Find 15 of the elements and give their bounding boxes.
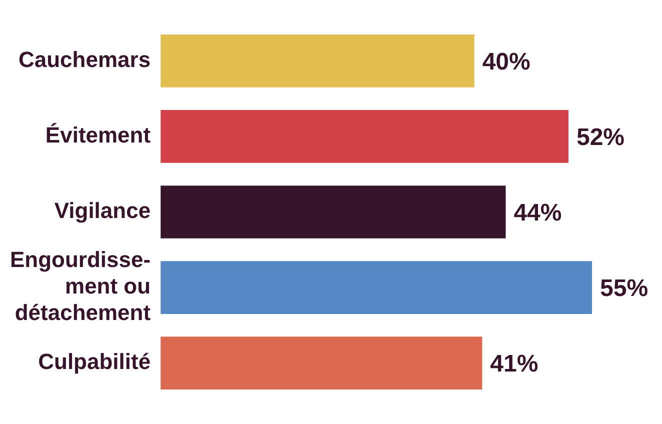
y-tick-label: Cauchemars — [18, 47, 151, 72]
y-tick-label: Vigilance — [54, 198, 151, 224]
y-tick-label: Engourdisse- ment ou détachement — [10, 247, 152, 325]
data-label: 44% — [514, 200, 562, 227]
data-label: 40% — [482, 48, 530, 76]
bar — [160, 110, 568, 163]
y-tick-label: Évitement — [45, 122, 152, 148]
data-label: 41% — [490, 350, 538, 378]
bar — [160, 186, 506, 238]
data-label: 52% — [576, 124, 625, 152]
bar — [160, 261, 592, 314]
data-label: 55% — [600, 275, 648, 302]
bar — [160, 34, 474, 88]
bar — [160, 336, 482, 390]
y-tick-label: Culpabilité — [38, 349, 151, 374]
